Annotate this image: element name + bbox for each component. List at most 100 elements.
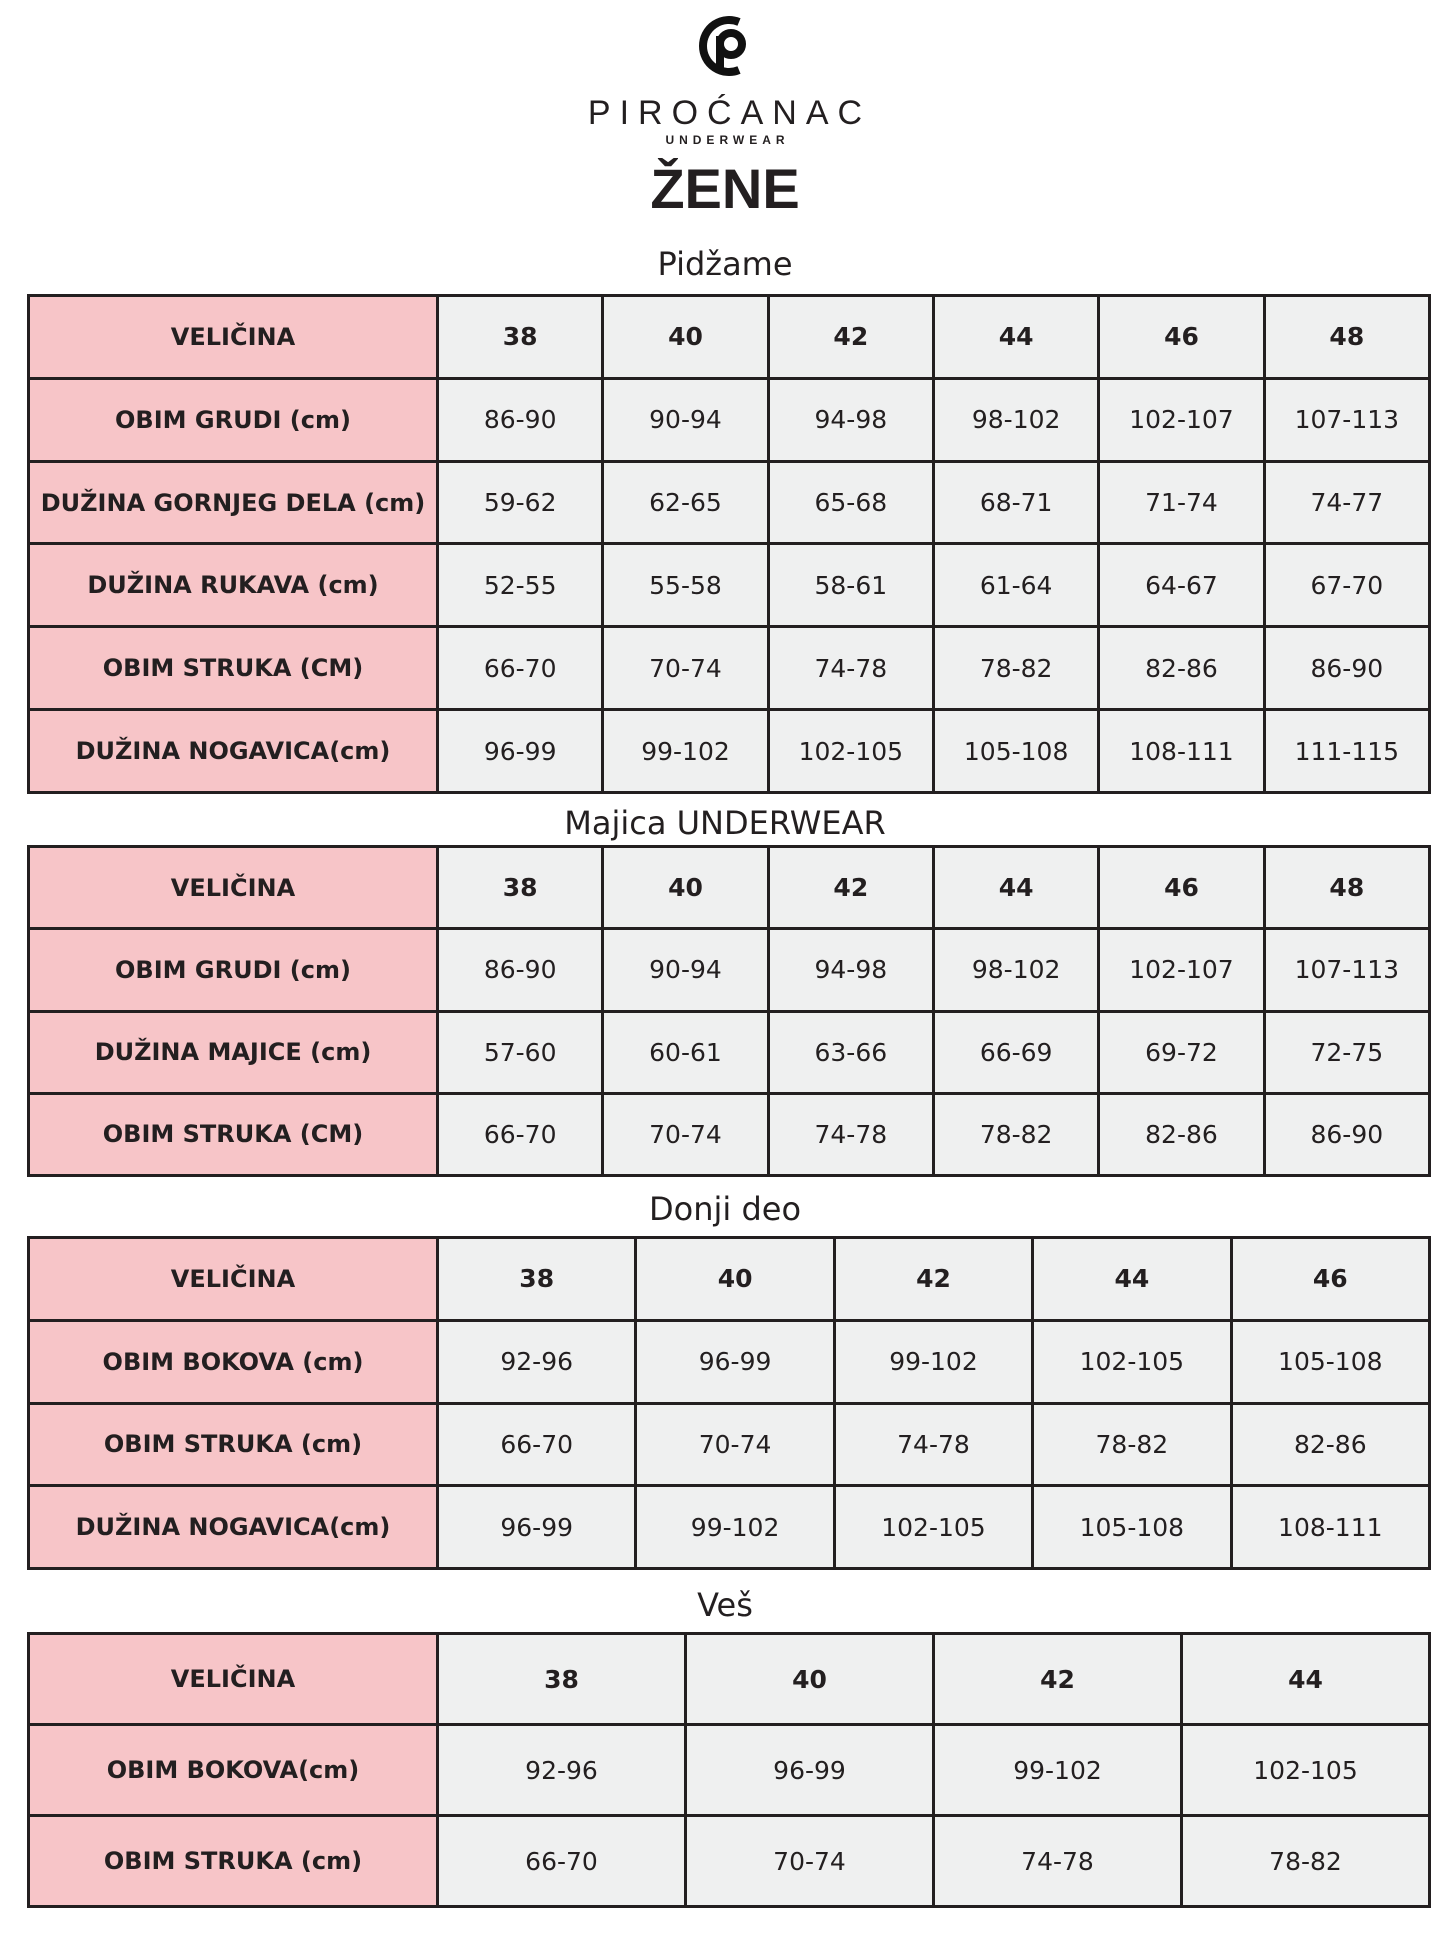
size-header-cell: 48: [1262, 844, 1432, 931]
size-header-cell: 38: [435, 844, 605, 931]
value-cell: 102-105: [766, 708, 935, 794]
table-row: DUŽINA NOGAVICA(cm) 96-99 99-102 102-105 105…: [27, 708, 1432, 794]
value-cell: 78-82: [931, 625, 1101, 712]
value-cell: 68-71: [931, 459, 1101, 546]
header-row: VELIČINA 38 40 42 44 46 48: [27, 294, 1432, 380]
page-title: ŽENE: [650, 157, 800, 220]
value-cell: 58-61: [766, 542, 935, 629]
value-cell: 105-108: [1229, 1318, 1432, 1405]
row-label-cell: DUŽINA RUKAVA (cm): [27, 542, 439, 629]
value-cell: 86-90: [435, 376, 605, 463]
table-row: DUŽINA MAJICE (cm) 57-60 60-61 63-66 66-69 69…: [27, 1009, 1432, 1095]
size-table: VELIČINA 38 40 42 44 46 48 OBIM GRUDI (cm) 86-90…: [27, 844, 1432, 1178]
value-cell: 107-113: [1262, 927, 1432, 1013]
value-cell: 66-70: [435, 625, 605, 712]
size-header-cell: 46: [1229, 1236, 1432, 1322]
row-label-cell: OBIM BOKOVA (cm): [27, 1318, 439, 1405]
row-label-cell: DUŽINA NOGAVICA(cm): [27, 708, 439, 794]
header-label-cell: VELIČINA: [27, 1632, 439, 1726]
size-header-cell: 46: [1097, 844, 1266, 931]
size-table: VELIČINA 38 40 42 44 OBIM BOKOVA(cm) 92-96 96-9…: [27, 1632, 1431, 1908]
value-cell: 55-58: [601, 542, 770, 629]
value-cell: 78-82: [1031, 1401, 1233, 1488]
table-row: OBIM GRUDI (cm) 86-90 90-94 94-98 98-102 102-…: [27, 376, 1432, 463]
value-cell: 61-64: [931, 542, 1101, 629]
value-cell: 67-70: [1262, 542, 1432, 629]
size-table-pidzame: VELIČINA 38 40 42 44 46 48 OBIM GRUDI (cm) 86-90…: [27, 294, 1445, 804]
value-cell: 94-98: [766, 376, 935, 463]
value-cell: 74-78: [932, 1814, 1183, 1908]
value-cell: 86-90: [1262, 1091, 1432, 1178]
value-cell: 70-74: [634, 1401, 836, 1488]
size-table-ves: VELIČINA 38 40 42 44 OBIM BOKOVA(cm) 92-96 96-9…: [27, 1632, 1445, 1918]
brand-tagline: UNDERWEAR: [665, 133, 790, 147]
table-row: OBIM STRUKA (CM) 66-70 70-74 74-78 78-82 82-8…: [27, 625, 1432, 712]
value-cell: 74-78: [766, 1091, 935, 1178]
size-table-majica: VELIČINA 38 40 42 44 46 48 OBIM GRUDI (cm) 86-90…: [27, 844, 1445, 1187]
value-cell: 74-77: [1262, 459, 1432, 546]
row-label-cell: DUŽINA NOGAVICA(cm): [27, 1484, 439, 1570]
value-cell: 98-102: [931, 927, 1101, 1013]
value-cell: 59-62: [435, 459, 605, 546]
row-label-cell: OBIM STRUKA (CM): [27, 625, 439, 712]
value-cell: 82-86: [1097, 625, 1266, 712]
value-cell: 66-70: [435, 1091, 605, 1178]
value-cell: 71-74: [1097, 459, 1266, 546]
table-row: OBIM STRUKA (cm) 66-70 70-74 74-78 78-82: [27, 1814, 1431, 1908]
size-header-cell: 44: [931, 844, 1101, 931]
size-header-cell: 38: [435, 294, 605, 380]
value-cell: 99-102: [932, 1723, 1183, 1817]
table-row: OBIM BOKOVA(cm) 92-96 96-99 99-102 102-105: [27, 1723, 1431, 1817]
table-row: DUŽINA GORNJEG DELA (cm) 59-62 62-65 65-68 6…: [27, 459, 1432, 546]
row-label-cell: OBIM STRUKA (cm): [27, 1814, 439, 1908]
size-header-cell: 42: [832, 1236, 1035, 1322]
size-header-cell: 42: [766, 844, 935, 931]
value-cell: 96-99: [634, 1318, 836, 1405]
value-cell: 57-60: [435, 1009, 605, 1095]
value-cell: 78-82: [931, 1091, 1101, 1178]
value-cell: 86-90: [435, 927, 605, 1013]
row-label-cell: OBIM BOKOVA(cm): [27, 1723, 439, 1817]
header-row: VELIČINA 38 40 42 44 46 48: [27, 844, 1432, 931]
value-cell: 52-55: [435, 542, 605, 629]
value-cell: 96-99: [684, 1723, 935, 1817]
value-cell: 66-69: [931, 1009, 1101, 1095]
header-row: VELIČINA 38 40 42 44 46: [27, 1236, 1432, 1322]
value-cell: 105-108: [931, 708, 1101, 794]
size-header-cell: 40: [601, 844, 770, 931]
size-header-cell: 40: [601, 294, 770, 380]
value-cell: 107-113: [1262, 376, 1432, 463]
value-cell: 82-86: [1229, 1401, 1432, 1488]
header-label-cell: VELIČINA: [27, 294, 439, 380]
value-cell: 60-61: [601, 1009, 770, 1095]
value-cell: 78-82: [1180, 1814, 1431, 1908]
table-row: OBIM BOKOVA (cm) 92-96 96-99 99-102 102-105 1…: [27, 1318, 1432, 1405]
size-header-cell: 40: [634, 1236, 836, 1322]
value-cell: 102-107: [1097, 376, 1266, 463]
value-cell: 69-72: [1097, 1009, 1266, 1095]
value-cell: 102-107: [1097, 927, 1266, 1013]
value-cell: 108-111: [1229, 1484, 1432, 1570]
size-header-cell: 38: [435, 1236, 638, 1322]
table-row: DUŽINA NOGAVICA(cm) 96-99 99-102 102-105 105…: [27, 1484, 1432, 1570]
brand-name: PIROĆANAC: [587, 94, 872, 132]
value-cell: 62-65: [601, 459, 770, 546]
section-title-pidzame: Pidžame: [657, 245, 793, 283]
size-table: VELIČINA 38 40 42 44 46 48 OBIM GRUDI (cm) 86-90…: [27, 294, 1432, 794]
header-label-cell: VELIČINA: [27, 844, 439, 931]
row-label-cell: OBIM GRUDI (cm): [27, 376, 439, 463]
row-label-cell: DUŽINA GORNJEG DELA (cm): [27, 459, 439, 546]
size-header-cell: 44: [931, 294, 1101, 380]
value-cell: 99-102: [634, 1484, 836, 1570]
size-header-cell: 40: [684, 1632, 935, 1726]
header-label-cell: VELIČINA: [27, 1236, 439, 1322]
row-label-cell: OBIM STRUKA (cm): [27, 1401, 439, 1488]
value-cell: 72-75: [1262, 1009, 1432, 1095]
size-header-cell: 48: [1262, 294, 1432, 380]
size-header-cell: 42: [766, 294, 935, 380]
table-row: OBIM STRUKA (CM) 66-70 70-74 74-78 78-82 82-8…: [27, 1091, 1432, 1178]
value-cell: 66-70: [436, 1814, 687, 1908]
size-table-donji-deo: VELIČINA 38 40 42 44 46 OBIM BOKOVA (cm) 92-96 9…: [27, 1236, 1445, 1580]
value-cell: 92-96: [436, 1723, 687, 1817]
section-title-majica: Majica UNDERWEAR: [564, 804, 886, 842]
